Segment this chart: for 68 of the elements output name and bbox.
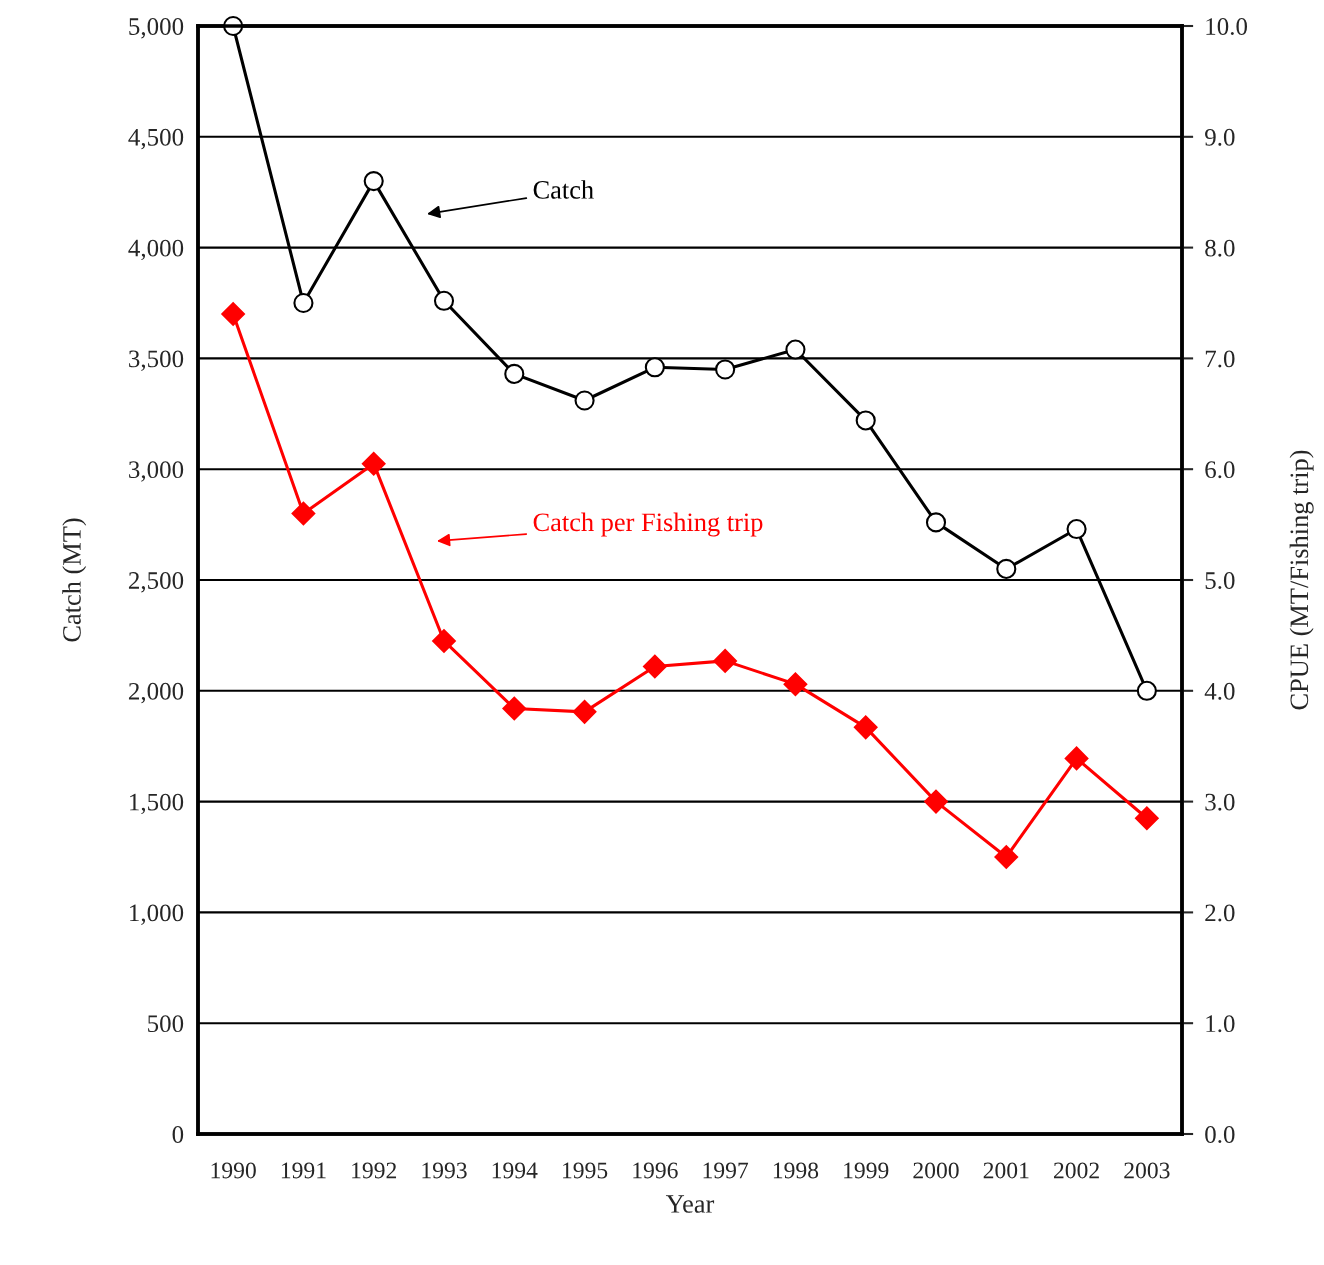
y-tick-label: 2,000 <box>128 682 184 704</box>
x-tick-label: 2003 <box>1124 1162 1170 1179</box>
y2-tick-label: 5.0 <box>1205 572 1235 590</box>
y-tick-label: 0 <box>172 1126 184 1143</box>
x-tick-label: 1991 <box>281 1162 326 1179</box>
point <box>643 654 667 679</box>
y2-tick-label: 0.0 <box>1205 1126 1235 1144</box>
point <box>785 339 806 360</box>
point <box>293 292 314 314</box>
point <box>783 672 808 696</box>
y2-tick-label: 8.0 <box>1205 239 1235 257</box>
y-axis-title: Catch (MT) <box>62 518 87 642</box>
point <box>644 357 665 378</box>
point <box>433 290 455 311</box>
y2-tick-label: 10.0 <box>1206 18 1248 36</box>
point <box>925 512 947 533</box>
point <box>853 715 878 740</box>
x-tick-label: 2001 <box>983 1162 1029 1179</box>
point <box>713 649 737 673</box>
point <box>1136 680 1157 701</box>
point <box>363 171 384 192</box>
y-tick-label: 500 <box>148 1015 184 1033</box>
x-tick-label: 1996 <box>633 1162 678 1179</box>
point <box>924 789 948 814</box>
annotation: Catch <box>533 180 594 199</box>
y2-axis-title: CPUE (MT/Fishing trip) <box>1289 450 1314 710</box>
y-tick-label: 1,000 <box>130 904 184 925</box>
x-tick-label: 1994 <box>492 1162 538 1179</box>
x-tick-label: 1997 <box>703 1162 749 1179</box>
x-tick-label: 2002 <box>1054 1162 1099 1179</box>
y2-tick-label: 3.0 <box>1205 793 1235 811</box>
y2-tick-label: 1.0 <box>1206 1015 1235 1033</box>
y-tick-label: 2,500 <box>128 572 184 593</box>
y-tick-label: 5,000 <box>129 18 184 39</box>
point <box>574 390 595 411</box>
point <box>855 410 876 431</box>
point <box>1066 518 1087 540</box>
point <box>1064 746 1089 771</box>
x-tick-label: 1993 <box>422 1162 467 1179</box>
point <box>502 696 527 721</box>
point <box>291 501 316 526</box>
y-tick-label: 1,500 <box>130 793 184 815</box>
x-tick-label: 1999 <box>844 1162 889 1179</box>
point <box>504 363 525 384</box>
x-tick-label: 1995 <box>563 1162 608 1179</box>
y-tick-label: 3,000 <box>129 461 184 482</box>
point <box>221 302 245 326</box>
y2-tick-label: 9.0 <box>1205 128 1235 146</box>
y-tick-label: 4,000 <box>128 239 184 261</box>
point <box>994 845 1019 869</box>
x-tick-label: 1992 <box>352 1162 397 1179</box>
point <box>432 629 456 653</box>
y2-tick-label: 2.0 <box>1205 904 1235 922</box>
point <box>996 558 1017 579</box>
point <box>715 359 736 380</box>
point <box>1135 806 1159 831</box>
x-tick-label: 2000 <box>913 1162 959 1179</box>
annotation: Catch per Fishing trip <box>533 512 763 537</box>
x-tick-label: 1990 <box>211 1162 256 1179</box>
y2-tick-label: 6.0 <box>1205 461 1235 479</box>
y2-tick-label: 4.0 <box>1204 682 1235 700</box>
x-tick-label: 1998 <box>773 1162 819 1179</box>
point <box>361 451 386 476</box>
y2-tick-label: 7.0 <box>1205 350 1235 368</box>
y-tick-label: 4,500 <box>128 128 184 150</box>
x-axis-title: Year <box>665 1195 715 1213</box>
point <box>572 700 597 724</box>
y-tick-label: 3,500 <box>129 350 184 371</box>
